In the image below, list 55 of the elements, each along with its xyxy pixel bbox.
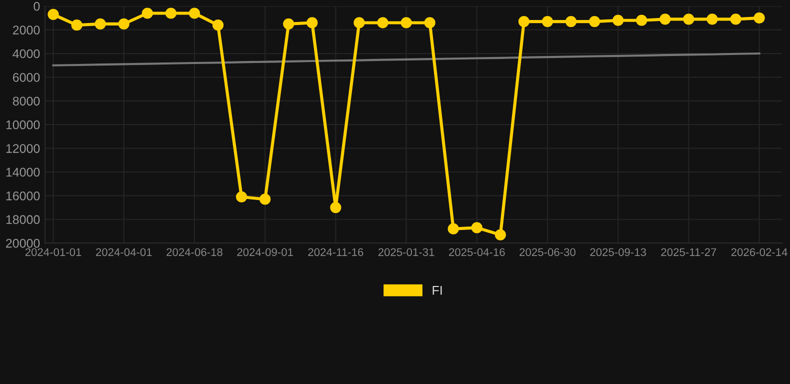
point: [330, 202, 342, 214]
point: [71, 20, 82, 31]
point: [730, 14, 742, 25]
point: [612, 14, 624, 26]
x-tick-label: 2024-11-16: [308, 248, 364, 256]
point: [48, 8, 59, 20]
point: [518, 16, 530, 28]
point: [377, 17, 388, 28]
point: [94, 18, 106, 30]
x-tick-label: 2026-02-14: [731, 248, 788, 256]
point: [494, 229, 506, 240]
y-tick-label: 10000: [6, 120, 40, 130]
point: [306, 17, 318, 28]
point: [683, 14, 694, 25]
y-tick-label: 2000: [12, 26, 40, 34]
y-tick-label: 4000: [12, 49, 40, 58]
x-tick-label: 2025-01-31: [378, 248, 434, 256]
x-tick-label: 2025-11-27: [661, 248, 716, 256]
x-tick-label: 2024-06-18: [166, 248, 222, 256]
point: [424, 17, 436, 28]
x-tick-label: 2025-09-13: [590, 248, 646, 256]
point: [212, 20, 224, 31]
y-tick-label: 14000: [6, 168, 40, 177]
point: [236, 191, 248, 202]
y-tick-label: 6000: [13, 73, 40, 82]
point: [188, 8, 200, 19]
point: [706, 14, 718, 25]
x-tick-label: 2025-06-30: [520, 248, 576, 256]
point: [542, 16, 554, 28]
point: [565, 16, 577, 28]
point: [471, 222, 482, 234]
y-tick-label: 0: [34, 2, 40, 11]
y-tick-label: 18000: [6, 215, 40, 224]
legend-label: FI: [432, 286, 442, 295]
x-tick-label: 2024-01-01: [25, 248, 82, 256]
point: [354, 17, 365, 28]
point: [260, 194, 271, 205]
x-tick-label: 2024-09-01: [237, 248, 293, 256]
point: [165, 8, 176, 19]
y-tick-label: 12000: [6, 144, 40, 153]
point: [118, 18, 130, 30]
point: [448, 223, 459, 234]
y-tick-label: 8000: [12, 96, 40, 106]
x-tick-label: 2024-04-01: [96, 248, 152, 256]
point: [400, 17, 412, 28]
point: [660, 14, 671, 25]
point: [283, 18, 294, 30]
line-series: [52, 52, 760, 66]
point: [636, 14, 648, 26]
point: [142, 8, 153, 19]
y-tick-label: 20000: [6, 238, 40, 248]
point: [754, 12, 765, 24]
x-tick-label: 2025-04-16: [449, 248, 505, 256]
y-tick-label: 16000: [6, 191, 40, 200]
point: [588, 16, 600, 28]
